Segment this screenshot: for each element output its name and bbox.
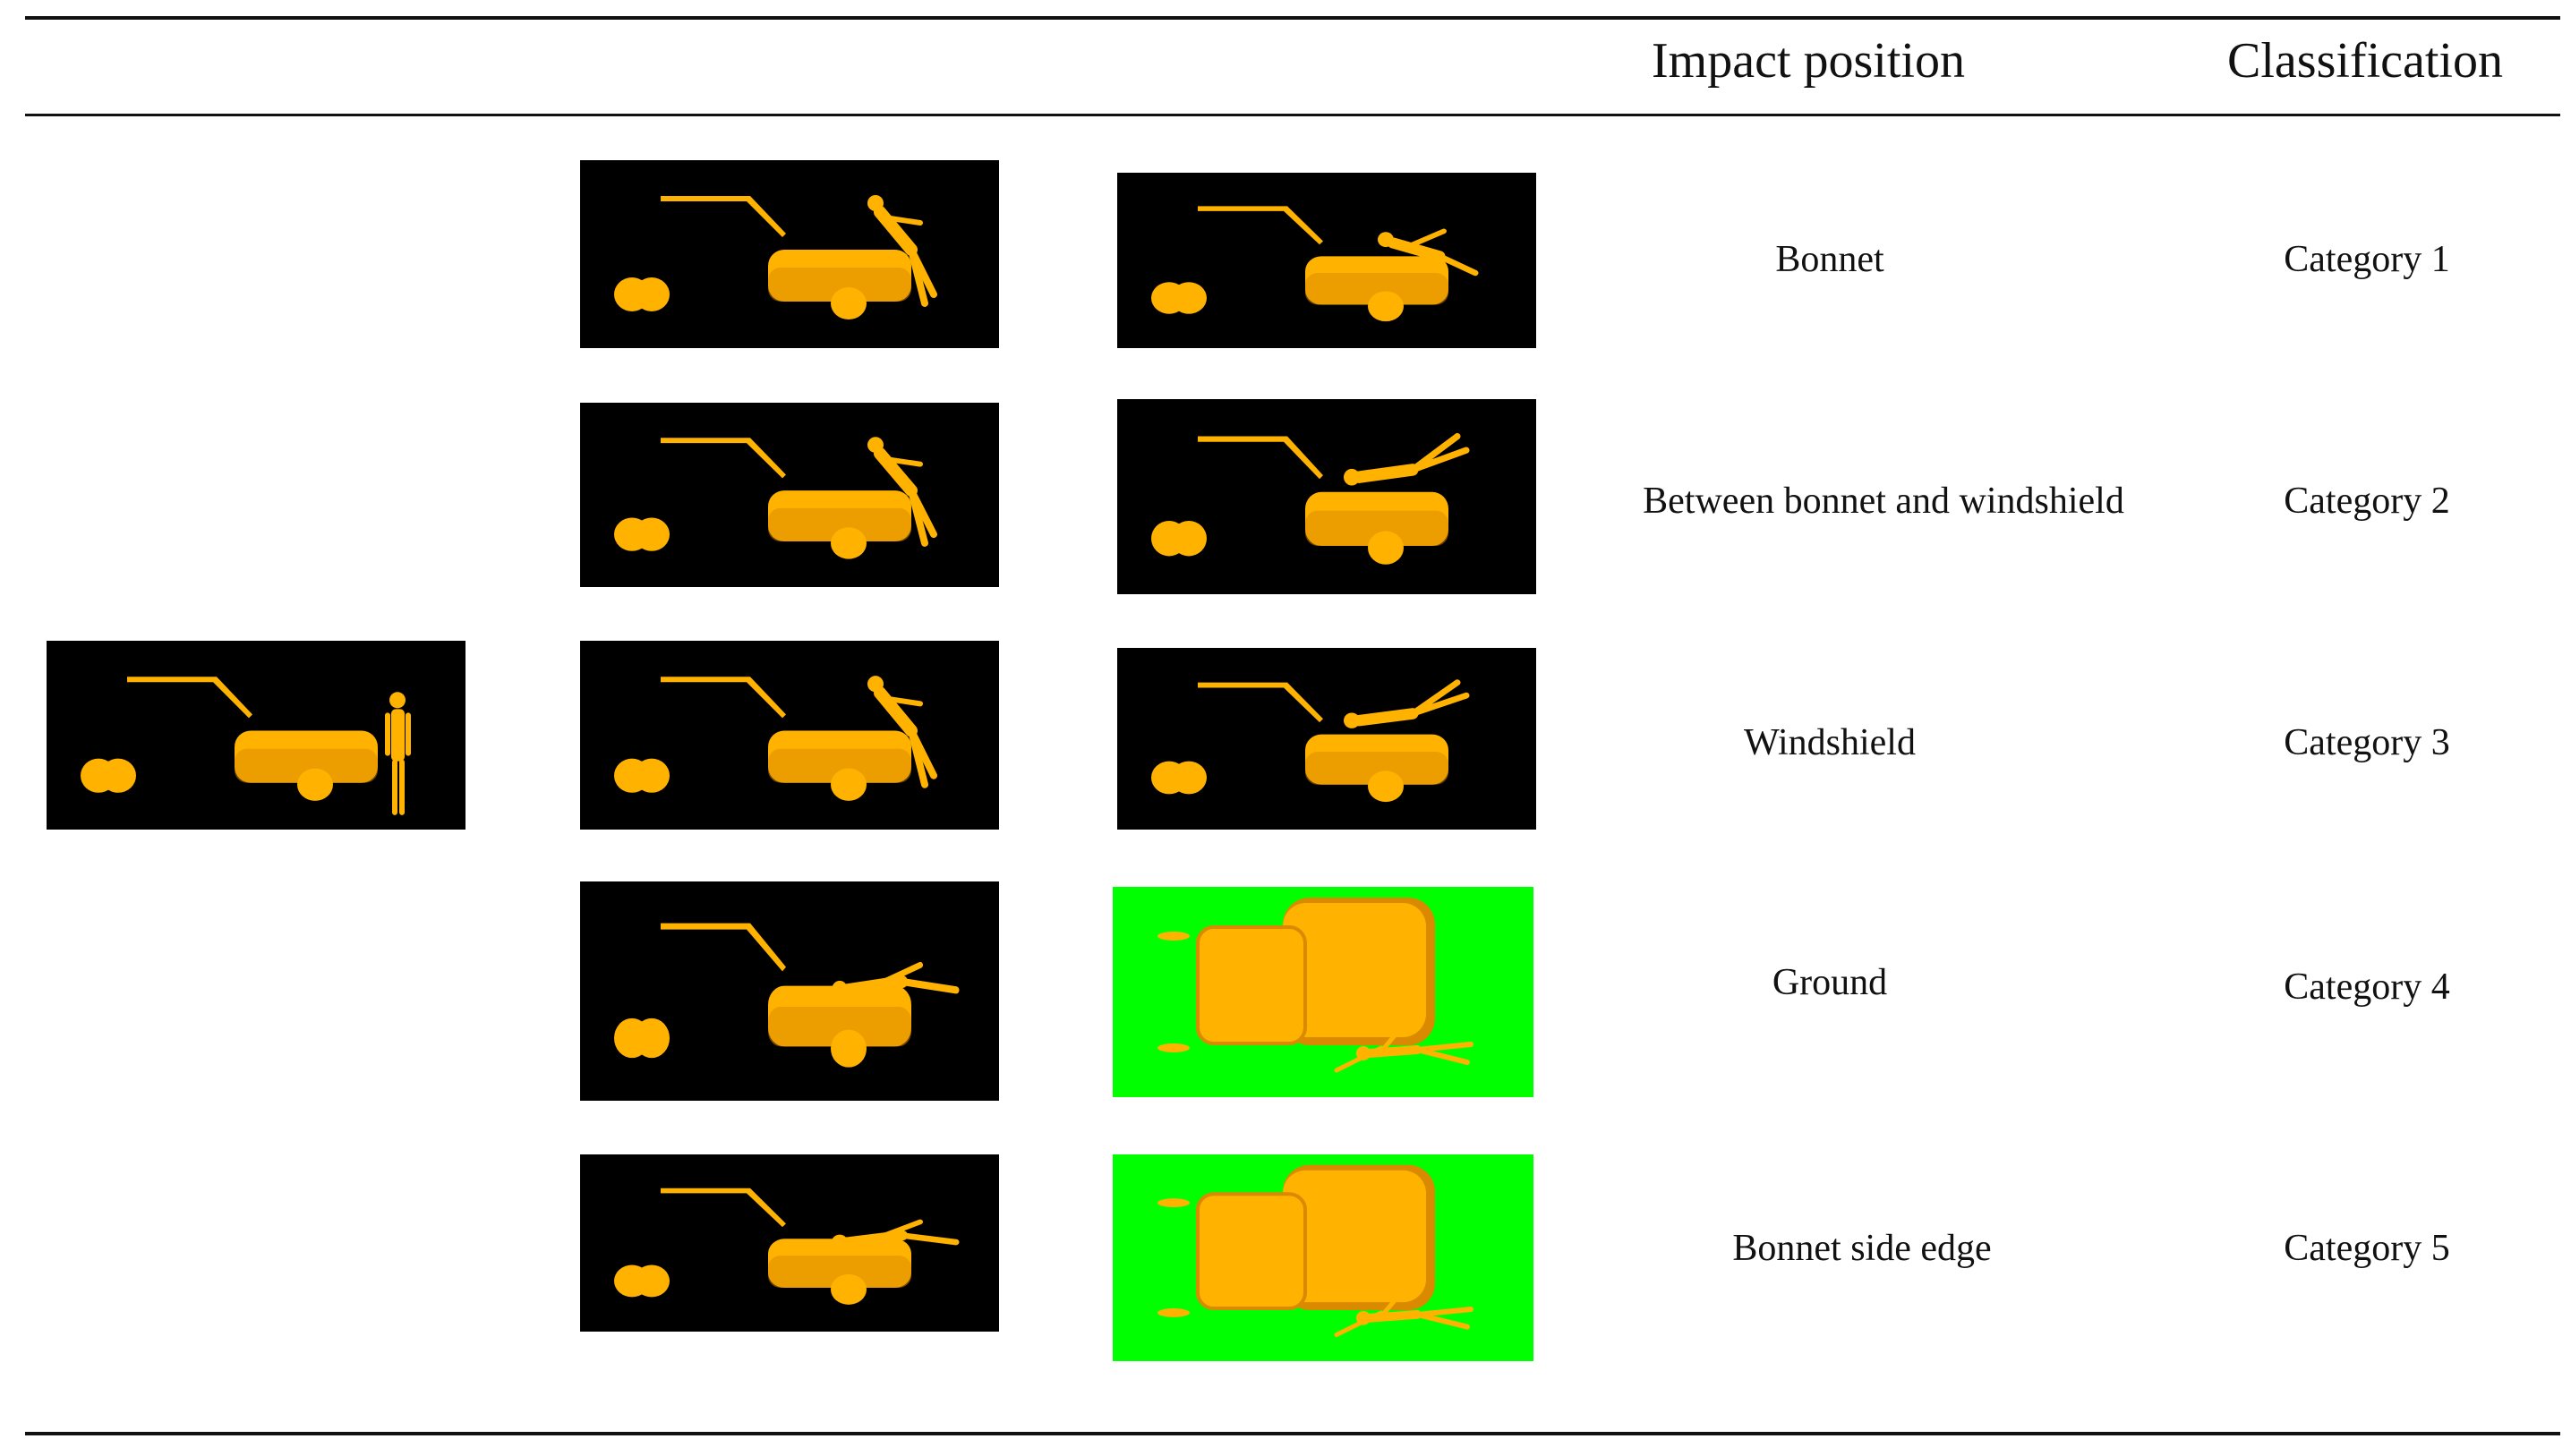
row4-classification: Category 4 [2284,966,2450,1008]
vehicle-model [1151,206,1448,322]
row1-impact-position: Bonnet [1775,239,1884,280]
pedestrian-lying [832,1219,960,1250]
vehicle-model [614,923,911,1068]
pedestrian-airborne [1344,432,1470,486]
pedestrian-lying [832,961,960,1000]
row4-frame1-image [580,881,999,1101]
pedestrian-top-view [1334,1027,1473,1073]
vehicle-top-view [1157,898,1435,1052]
row3-classification: Category 3 [2284,722,2450,763]
row1-frame1-image [580,160,999,348]
bottom-rule [25,1432,2560,1435]
vehicle-model [614,438,911,559]
pedestrian-top-view [1334,1292,1473,1337]
row2-frame1-image [580,403,999,587]
vehicle-model [1151,436,1448,565]
vehicle-model [614,1188,911,1305]
header-classification: Classification [2227,33,2503,89]
vehicle-top-view [1157,1164,1435,1317]
row3-impact-position: Windshield [1744,722,1916,763]
row4-frame2-image [1113,887,1533,1097]
row1-frame2-image [1117,173,1536,348]
row5-impact-position: Bonnet side edge [1732,1228,1992,1269]
vehicle-model [614,196,911,319]
vehicle-model [614,677,911,801]
vehicle-model [1151,682,1448,803]
row2-frame2-image [1117,399,1536,594]
pedestrian-airborne [1344,679,1470,728]
row5-frame2-image [1113,1154,1533,1361]
top-rule [25,16,2560,20]
pedestrian-on-bonnet [1378,228,1479,277]
pedestrian-standing [385,692,411,815]
row5-frame1-image [580,1154,999,1332]
header-rule [25,114,2560,116]
vehicle-model [81,677,378,801]
pedestrian-leaning [867,195,937,307]
row2-impact-position: Between bonnet and windshield [1643,481,2124,522]
row3-frame1-image [580,641,999,830]
initial-scene-image [47,641,466,830]
pedestrian-leaning [867,437,937,547]
row3-frame2-image [1117,648,1536,830]
row5-classification: Category 5 [2284,1228,2450,1269]
row4-impact-position: Ground [1772,962,1888,1003]
row2-classification: Category 2 [2284,481,2450,522]
pedestrian-leaning [867,676,937,788]
header-impact-position: Impact position [1652,33,1965,89]
row1-classification: Category 1 [2284,239,2450,280]
